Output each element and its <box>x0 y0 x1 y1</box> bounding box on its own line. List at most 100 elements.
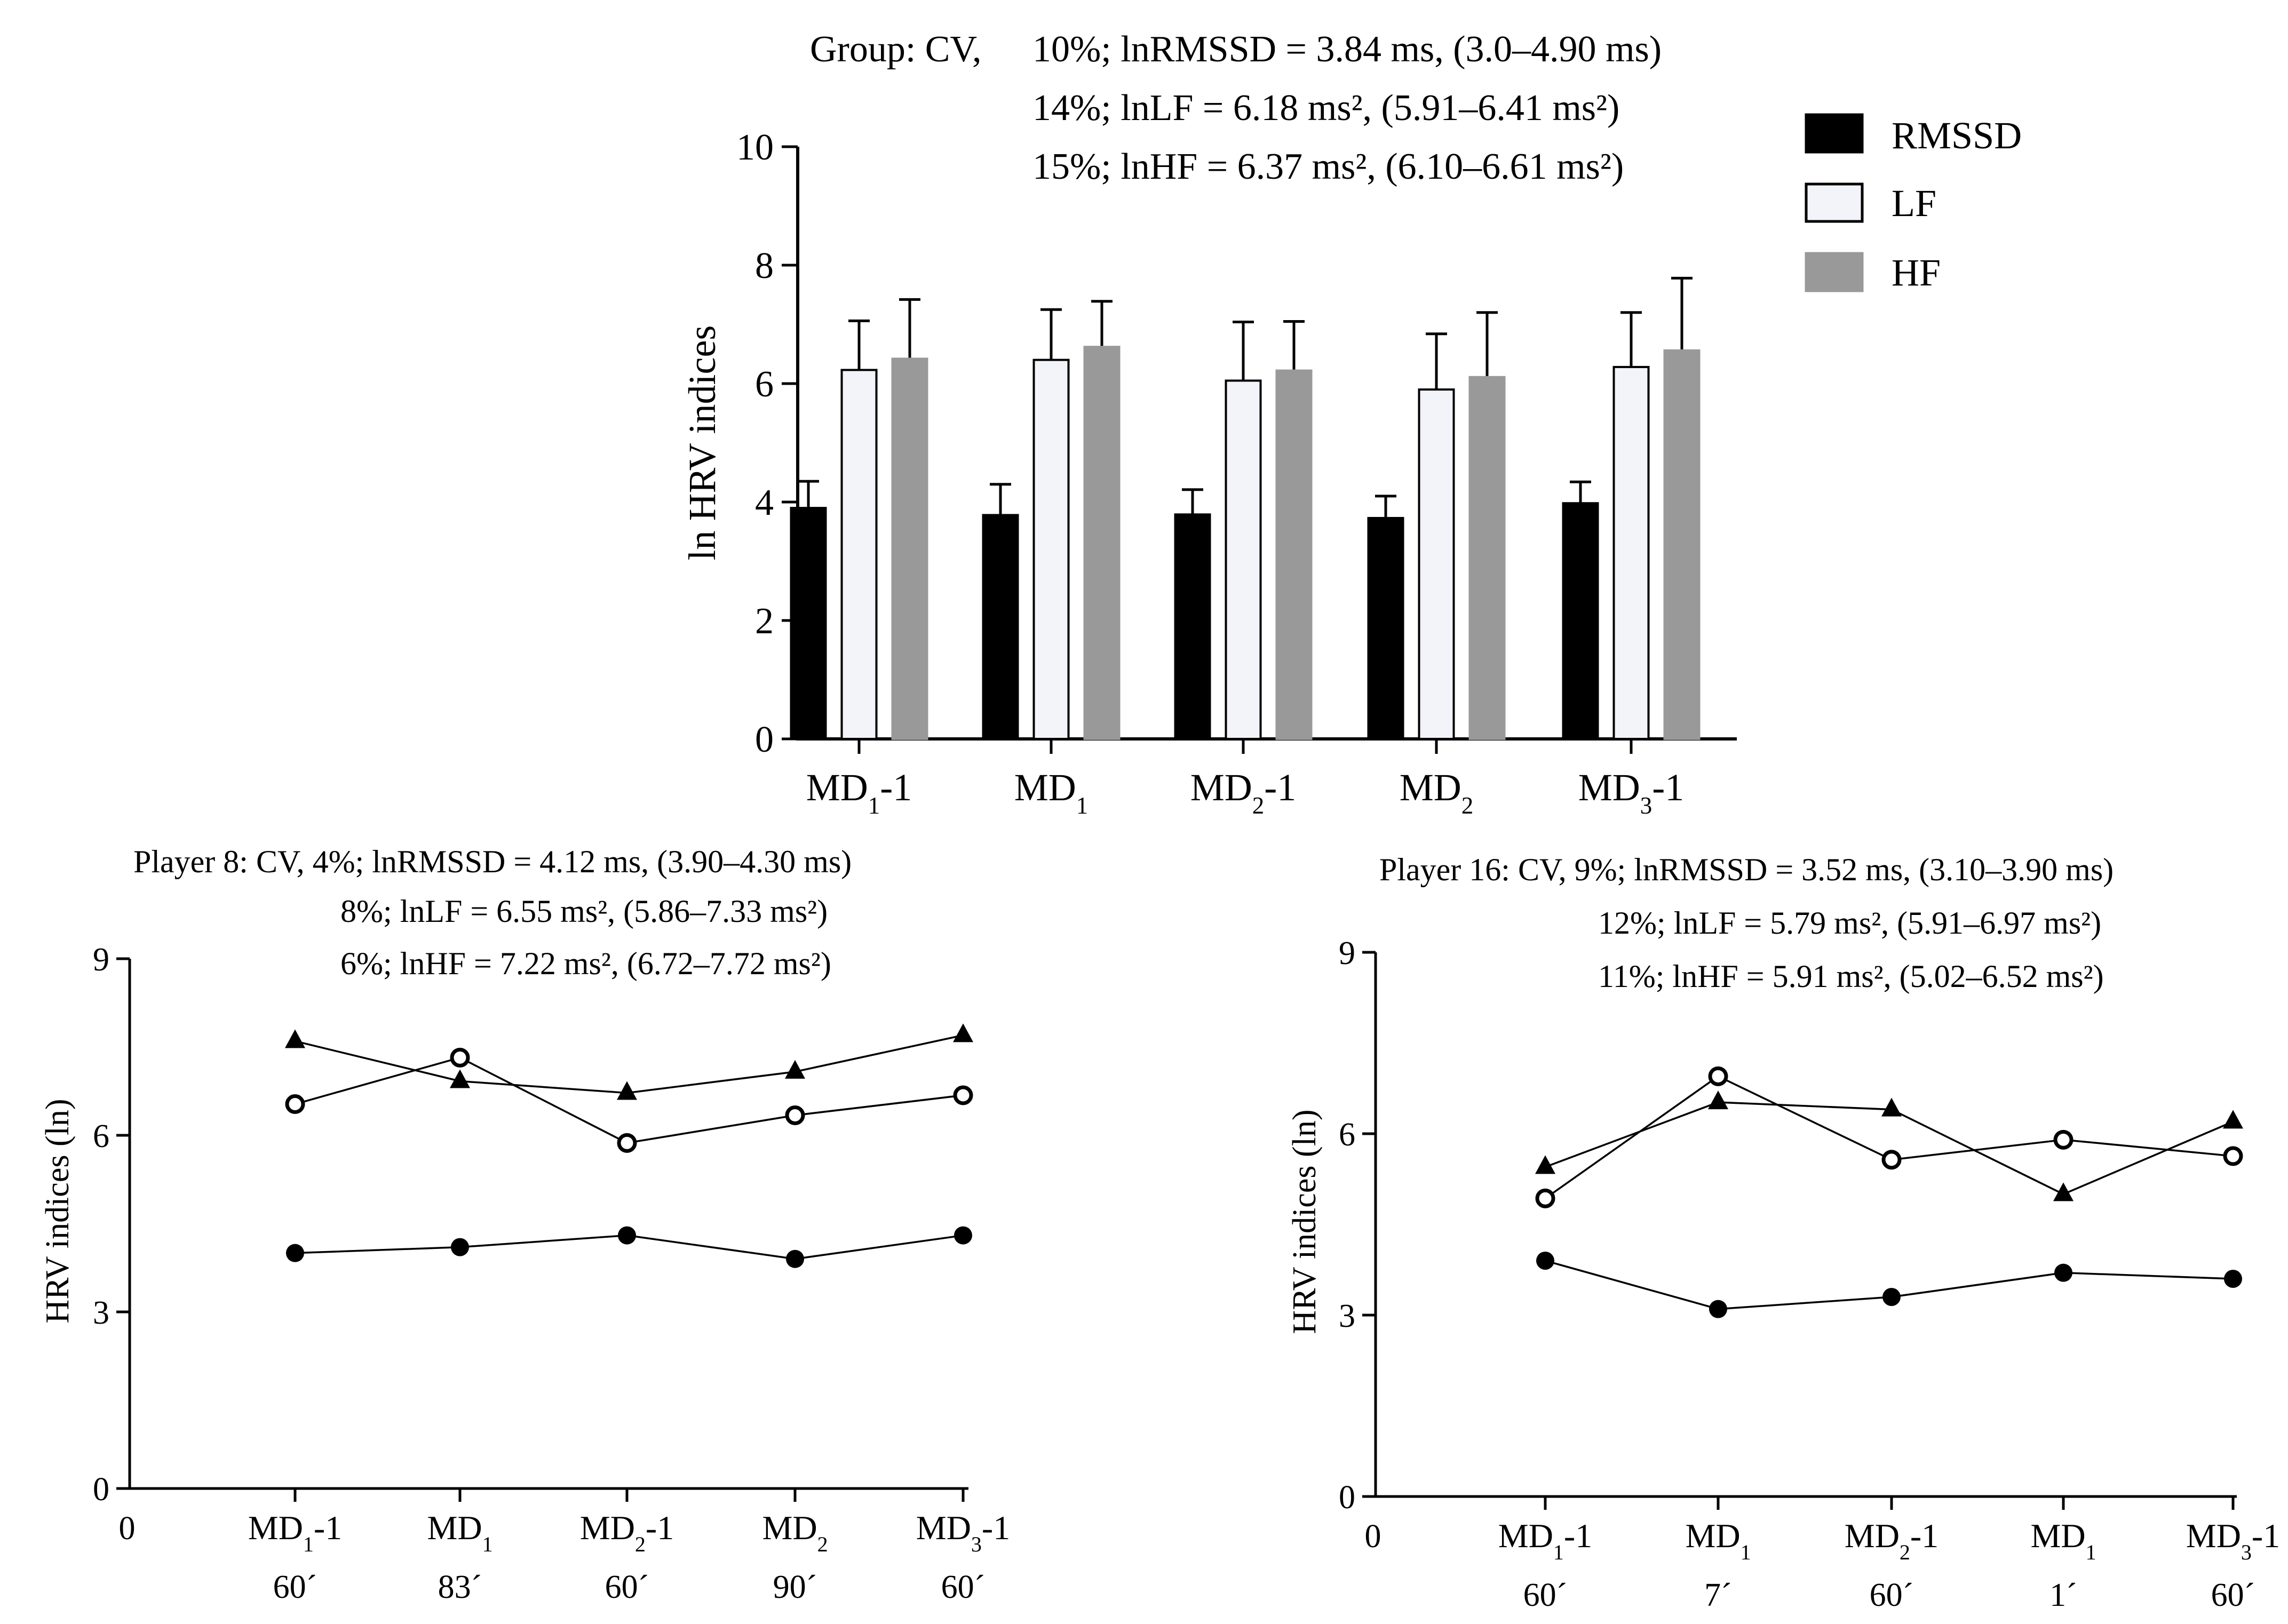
player16-open-circle-point <box>2053 1129 2074 1150</box>
player16-x-tick-label: MD1 <box>2030 1517 2096 1564</box>
player8-triangle-point <box>617 1081 637 1100</box>
player16-filled-circle-point <box>2224 1270 2242 1288</box>
player8-x-minutes-label: 90´ <box>773 1569 817 1605</box>
bar-x-tick-label: MD1-1 <box>806 766 912 819</box>
bar-hf <box>1275 369 1313 740</box>
bar-hf <box>1468 376 1506 740</box>
bar-rmssd <box>1562 502 1599 740</box>
bar-x-tick-label: MD2 <box>1400 766 1474 819</box>
player16-open-circle-point <box>1708 1066 1728 1086</box>
player16-filled-circle-point <box>1709 1300 1727 1318</box>
player8-open-circle-point <box>450 1047 470 1068</box>
player8-header-line3: 6%; lnHF = 7.22 ms², (6.72–7.72 ms²) <box>340 946 831 981</box>
player16-x-tick-label: MD1-1 <box>1498 1517 1592 1564</box>
legend-label-hf: HF <box>1892 251 1941 294</box>
bar-rmssd <box>1367 516 1404 740</box>
player16-y-tick-label: 9 <box>1339 935 1355 972</box>
legend-label-rmssd: RMSSD <box>1892 114 2022 157</box>
player8-header: Player 8: CV, 4%; lnRMSSD = 4.12 ms, (3.… <box>133 844 852 981</box>
player8-y-label: HRV indices (ln) <box>39 1099 76 1324</box>
player8-filled-circle-point <box>451 1238 469 1256</box>
player8-x-minutes-label: 60´ <box>605 1569 649 1605</box>
player8-triangle-point <box>785 1060 805 1079</box>
bar-y-tick-label: 0 <box>755 719 774 760</box>
group-header-line3: 15%; lnHF = 6.37 ms², (6.10–6.61 ms²) <box>1032 146 1624 187</box>
group-header-prefix: Group: CV, <box>810 29 982 70</box>
player8-x-minutes-label: 83´ <box>438 1569 482 1605</box>
player8-triangle-point <box>450 1069 470 1088</box>
player16-filled-circle-point <box>1536 1252 1554 1270</box>
legend-swatch-rmssd <box>1805 113 1864 154</box>
bar-lf <box>1225 379 1262 740</box>
player8-open-circle-point <box>285 1094 305 1114</box>
player8-x-minutes-label: 60´ <box>273 1569 317 1605</box>
player16-y-tick-label: 3 <box>1339 1298 1355 1334</box>
player8-filled-circle-point <box>286 1244 304 1262</box>
player8-filled-circle-point <box>786 1249 804 1268</box>
group-header: Group: CV, 10%; lnRMSSD = 3.84 ms, (3.0–… <box>810 29 1662 187</box>
player8-x-tick-label: MD2-1 <box>580 1509 674 1556</box>
player16-x-origin-label: 0 <box>1365 1518 1381 1555</box>
player16-open-circle-point <box>1881 1150 1902 1170</box>
player8-open-circle-series-line <box>295 1056 964 1144</box>
player8-open-circle-point <box>953 1085 973 1105</box>
player16-y-label: HRV indices (ln) <box>1286 1110 1323 1334</box>
legend-swatch-hf <box>1805 252 1864 292</box>
player16-open-circle-point <box>1535 1188 1555 1208</box>
player16-x-tick-label: MD1 <box>1685 1517 1751 1564</box>
group-header-line2: 14%; lnLF = 6.18 ms², (5.91–6.41 ms²) <box>1032 87 1619 129</box>
player16-triangle-point <box>2223 1110 2243 1129</box>
bar-chart-error-bars <box>798 276 1693 518</box>
player16-x-tick-label: MD3-1 <box>2186 1517 2280 1564</box>
bar-lf <box>1612 365 1650 740</box>
player16-header-line3: 11%; lnHF = 5.91 ms², (5.02–6.52 ms²) <box>1598 959 2104 994</box>
player16-triangle-point <box>1708 1090 1728 1110</box>
player8-open-circle-point <box>785 1105 805 1125</box>
player16-x-tick-label: MD2-1 <box>1845 1517 1939 1564</box>
player16-header: Player 16: CV, 9%; lnRMSSD = 3.52 ms, (3… <box>1379 852 2114 994</box>
player8-x-tick-label: MD1 <box>427 1509 492 1556</box>
player16-x-minutes-label: 60´ <box>1870 1577 1914 1613</box>
bar-lf <box>1032 359 1070 740</box>
player8-y-tick-label: 0 <box>93 1471 109 1508</box>
player8-y-tick-label: 6 <box>93 1118 109 1155</box>
bar-lf <box>1418 388 1455 740</box>
bar-chart-y-ticks: 0 2 4 6 8 10 <box>736 127 798 760</box>
player16-open-circle-series-line <box>1544 1075 2234 1199</box>
player8-triangle-point <box>285 1029 305 1048</box>
player16-open-circle-point <box>2223 1146 2243 1166</box>
bar-x-tick-label: MD2-1 <box>1190 766 1297 819</box>
bar-lf <box>840 369 878 740</box>
player16-y-tick-label: 6 <box>1339 1117 1355 1153</box>
player8-y-tick-label: 9 <box>93 942 109 978</box>
player8-triangle-series-line <box>295 1034 964 1094</box>
group-header-line1: 10%; lnRMSSD = 3.84 ms, (3.0–4.90 ms) <box>1032 29 1662 70</box>
player16-triangle-point <box>1535 1155 1555 1174</box>
bar-y-tick-label: 4 <box>755 482 774 523</box>
player8-y-tick-label: 3 <box>93 1295 109 1331</box>
legend-label-lf: LF <box>1892 182 1936 225</box>
player16-x-minutes-label: 60´ <box>2211 1577 2255 1613</box>
player8-filled-circle-point <box>618 1226 636 1245</box>
player8-x-origin-label: 0 <box>119 1510 136 1547</box>
player16-triangle-point <box>1881 1097 1902 1117</box>
player16-x-minutes-label: 60´ <box>1523 1577 1568 1613</box>
bar-y-tick-label: 6 <box>755 364 774 405</box>
bar-chart-y-label: ln HRV indices <box>681 325 724 561</box>
player16-filled-circle-point <box>2054 1263 2072 1282</box>
player16-header-line2: 12%; lnLF = 5.79 ms², (5.91–6.97 ms²) <box>1598 905 2101 941</box>
player8-filled-circle-point <box>954 1226 972 1245</box>
player16-y-tick-label: 0 <box>1339 1479 1355 1516</box>
player8-x-tick-label: MD3-1 <box>916 1509 1010 1556</box>
bar-hf <box>1663 349 1701 740</box>
player16-line-chart: HRV indices (ln) 0 3 6 9 0 MD1-1 60´ MD1 7´ MD2-1… <box>1286 935 2280 1613</box>
bar-chart-bars <box>790 346 1701 740</box>
player16-x-minutes-label: 7´ <box>1704 1577 1732 1613</box>
legend-swatch-lf <box>1805 182 1864 223</box>
bar-hf <box>891 357 928 740</box>
bar-y-tick-label: 2 <box>755 601 774 642</box>
player8-header-line1: Player 8: CV, 4%; lnRMSSD = 4.12 ms, (3.… <box>133 844 852 879</box>
player8-x-minutes-label: 60´ <box>941 1569 986 1605</box>
